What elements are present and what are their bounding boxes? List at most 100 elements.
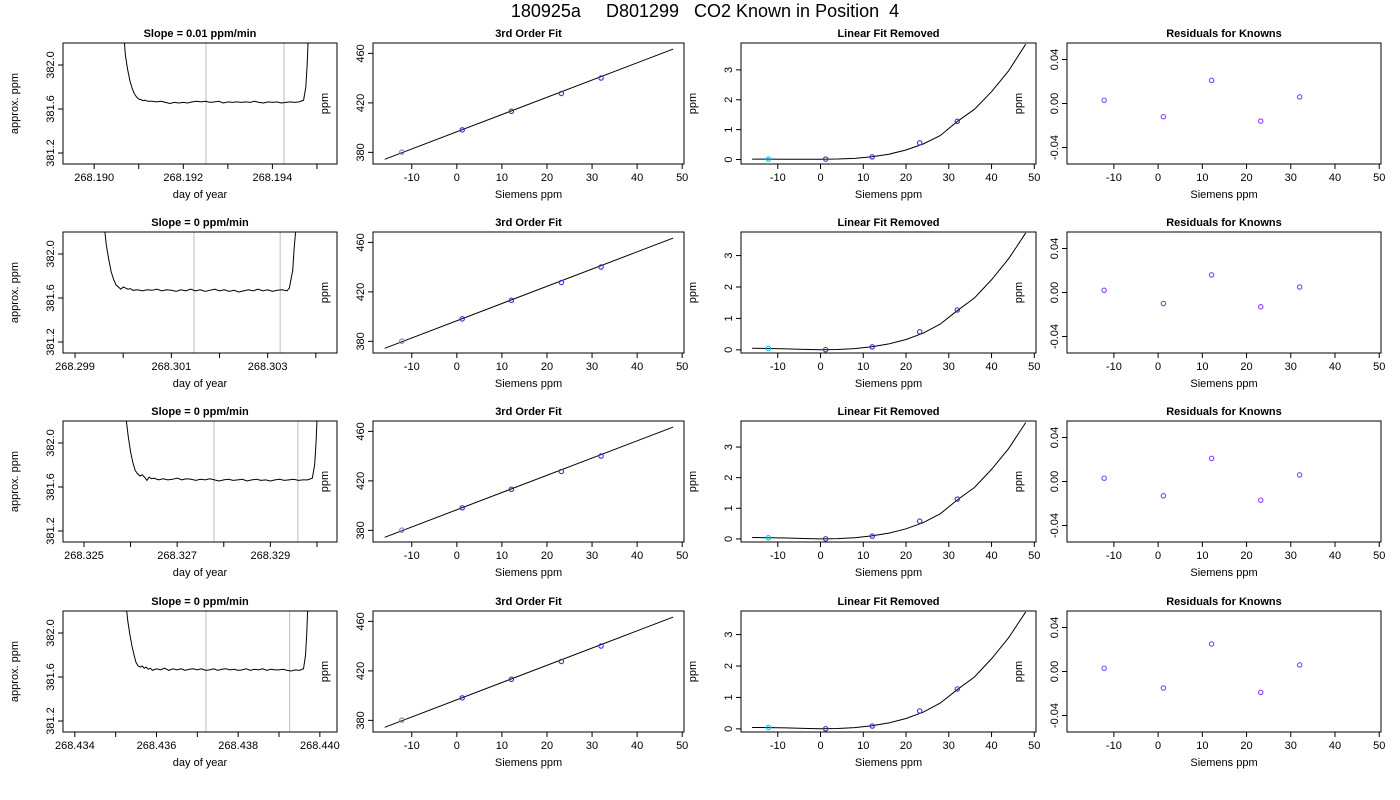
y-tick-label: 0.04 [1049,427,1061,448]
data-point [508,297,515,304]
panel-title: Linear Fit Removed [837,28,939,40]
x-tick-label: 0 [454,361,460,373]
y-axis-label: ppm [1013,93,1025,114]
x-tick-label: 40 [631,740,643,752]
x-tick-label: 0 [1155,361,1161,373]
x-tick-label: 20 [1240,550,1252,562]
data-point [765,345,772,352]
x-tick-label: 30 [1285,361,1297,373]
x-tick-label: 268.438 [218,740,258,752]
y-tick-label: 382.0 [45,51,57,79]
panel-title: Residuals for Knowns [1166,596,1282,608]
x-axis-label: day of year [173,189,228,201]
x-tick-label: 0 [817,172,823,184]
x-tick-label: -10 [770,361,786,373]
panel: 3rd Order Fit -10 0 10 20 30 40 50 380 420 460 Siem… [319,217,688,390]
x-axis-label: Siemens ppm [1190,189,1257,201]
y-tick-label: 381.2 [45,707,57,735]
y-axis-label: approx. ppm [9,641,21,702]
y-tick-label: 460 [355,233,367,251]
x-tick-label: 268.325 [64,550,104,562]
y-tick-label: 0.00 [1049,471,1061,492]
y-tick-label: -0.04 [1049,135,1061,160]
plot-frame [1066,231,1382,354]
x-tick-label: 50 [676,740,688,752]
panel: 3rd Order Fit -10 0 10 20 30 40 50 380 420 460 Siem… [319,596,688,769]
panel-title: Slope = 0 ppm/min [151,217,249,229]
x-tick-label: 0 [817,740,823,752]
x-axis-label: day of year [173,757,228,769]
x-tick-label: 50 [1028,172,1040,184]
fit-curve [384,237,674,349]
data-point [508,676,515,683]
data-point [598,75,604,81]
y-tick-label: 0.04 [1049,238,1061,259]
x-tick-label: 30 [1285,172,1297,184]
data-point [1101,97,1107,103]
panel: Slope = 0 ppm/min 268.434 268.436 268.438 26… [9,596,340,769]
data-point [1160,685,1167,691]
x-tick-label: 50 [676,550,688,562]
y-tick-label: 0 [723,536,735,542]
data-point [916,329,923,335]
y-tick-label: 1 [723,127,735,133]
data-point [1257,689,1264,696]
x-tick-label: 20 [541,172,553,184]
y-tick-label: 380 [355,711,367,729]
data-point [508,486,515,493]
y-tick-label: 2 [723,475,735,481]
panel: Residuals for Knowns -10 0 10 20 30 40 50 -0.04 0… [1013,406,1385,579]
data-point [916,708,923,714]
x-tick-label: 268.329 [250,550,290,562]
panel-title: Linear Fit Removed [837,217,939,229]
data-point [1160,493,1167,499]
data-point [1208,77,1215,84]
panel-title: Linear Fit Removed [837,596,939,608]
y-axis-label: ppm [687,471,699,492]
fit-curve [384,616,674,728]
y-axis-label: approx. ppm [9,451,21,512]
panel-title: Residuals for Knowns [1166,406,1282,418]
y-tick-label: 381.6 [45,663,57,691]
x-tick-label: 30 [586,361,598,373]
y-axis-label: ppm [687,661,699,682]
x-tick-label: 20 [900,550,912,562]
x-tick-label: 10 [857,740,869,752]
panel-title: Slope = 0.01 ppm/min [144,28,257,40]
x-tick-label: 50 [1373,172,1385,184]
data-point [558,658,565,665]
x-axis-label: day of year [173,567,228,579]
data-point [822,726,829,732]
x-tick-label: -10 [1106,361,1122,373]
y-axis-label: ppm [1013,282,1025,303]
y-tick-label: -0.04 [1049,703,1061,728]
y-tick-label: 0 [723,347,735,353]
data-point [1296,94,1303,100]
y-axis-label: ppm [319,471,331,492]
x-tick-label: 40 [1329,361,1341,373]
x-tick-label: 10 [1196,172,1208,184]
data-point [399,338,405,344]
x-tick-label: 40 [985,550,997,562]
x-tick-label: -10 [1106,172,1122,184]
y-tick-label: 0.00 [1049,661,1061,682]
x-tick-label: -10 [770,740,786,752]
y-tick-label: 3 [723,632,735,638]
x-tick-label: -10 [770,550,786,562]
y-axis-label: ppm [1013,471,1025,492]
x-tick-label: 30 [586,740,598,752]
x-tick-label: -10 [1106,740,1122,752]
x-tick-label: 10 [857,361,869,373]
x-tick-label: 50 [1028,740,1040,752]
x-tick-label: 30 [943,361,955,373]
x-tick-label: -10 [404,172,420,184]
plot-frame [1066,420,1382,543]
x-tick-label: 40 [985,361,997,373]
data-point [598,453,604,459]
x-tick-label: 0 [1155,740,1161,752]
x-tick-label: 268.192 [163,172,203,184]
y-tick-label: 381.6 [45,95,57,123]
x-tick-label: 268.299 [55,361,95,373]
y-axis-label: ppm [319,93,331,114]
data-point [558,468,565,475]
